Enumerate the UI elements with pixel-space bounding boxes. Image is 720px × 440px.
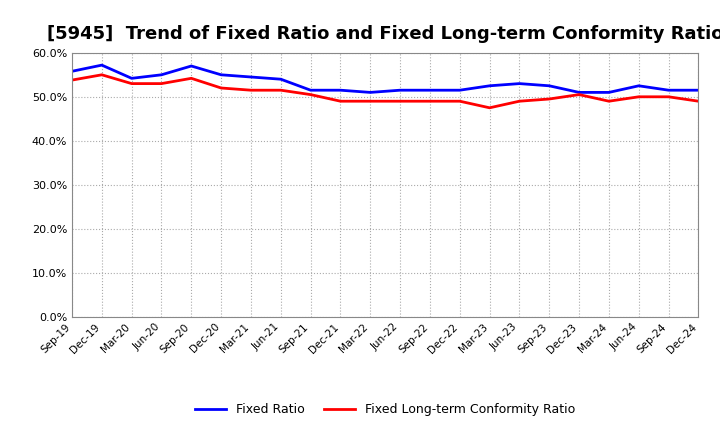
Fixed Ratio [694, 88, 703, 93]
Fixed Ratio [247, 74, 256, 80]
Legend: Fixed Ratio, Fixed Long-term Conformity Ratio: Fixed Ratio, Fixed Long-term Conformity … [190, 399, 580, 422]
Line: Fixed Ratio: Fixed Ratio [72, 65, 698, 92]
Fixed Long-term Conformity Ratio [634, 94, 643, 99]
Fixed Ratio [157, 72, 166, 77]
Fixed Long-term Conformity Ratio [68, 77, 76, 83]
Fixed Long-term Conformity Ratio [665, 94, 673, 99]
Fixed Long-term Conformity Ratio [247, 88, 256, 93]
Fixed Ratio [276, 77, 285, 82]
Fixed Long-term Conformity Ratio [426, 99, 434, 104]
Fixed Ratio [634, 83, 643, 88]
Fixed Ratio [187, 63, 196, 69]
Fixed Ratio [456, 88, 464, 93]
Fixed Long-term Conformity Ratio [694, 99, 703, 104]
Fixed Ratio [485, 83, 494, 88]
Fixed Long-term Conformity Ratio [456, 99, 464, 104]
Fixed Long-term Conformity Ratio [545, 96, 554, 102]
Fixed Ratio [545, 83, 554, 88]
Fixed Ratio [605, 90, 613, 95]
Line: Fixed Long-term Conformity Ratio: Fixed Long-term Conformity Ratio [72, 75, 698, 108]
Fixed Ratio [575, 90, 583, 95]
Fixed Long-term Conformity Ratio [605, 99, 613, 104]
Fixed Long-term Conformity Ratio [396, 99, 405, 104]
Fixed Ratio [426, 88, 434, 93]
Fixed Long-term Conformity Ratio [515, 99, 523, 104]
Fixed Ratio [366, 90, 374, 95]
Fixed Long-term Conformity Ratio [276, 88, 285, 93]
Fixed Ratio [665, 88, 673, 93]
Fixed Ratio [97, 62, 106, 68]
Fixed Long-term Conformity Ratio [485, 105, 494, 110]
Fixed Ratio [127, 76, 136, 81]
Fixed Long-term Conformity Ratio [97, 72, 106, 77]
Fixed Long-term Conformity Ratio [366, 99, 374, 104]
Fixed Ratio [306, 88, 315, 93]
Fixed Ratio [396, 88, 405, 93]
Fixed Long-term Conformity Ratio [127, 81, 136, 86]
Fixed Ratio [68, 69, 76, 74]
Fixed Ratio [336, 88, 345, 93]
Fixed Ratio [217, 72, 225, 77]
Fixed Long-term Conformity Ratio [157, 81, 166, 86]
Fixed Ratio [515, 81, 523, 86]
Fixed Long-term Conformity Ratio [306, 92, 315, 97]
Title: [5945]  Trend of Fixed Ratio and Fixed Long-term Conformity Ratio: [5945] Trend of Fixed Ratio and Fixed Lo… [47, 25, 720, 43]
Fixed Long-term Conformity Ratio [336, 99, 345, 104]
Fixed Long-term Conformity Ratio [217, 85, 225, 91]
Fixed Long-term Conformity Ratio [187, 76, 196, 81]
Fixed Long-term Conformity Ratio [575, 92, 583, 97]
